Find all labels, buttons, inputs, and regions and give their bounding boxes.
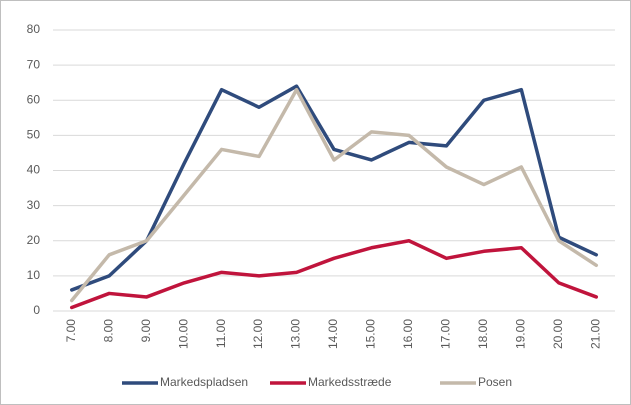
x-tick-label: 20.00 (551, 319, 565, 349)
x-tick-label: 21.00 (588, 319, 602, 349)
y-tick-label: 20 (27, 233, 41, 247)
x-tick-label: 16.00 (401, 319, 415, 349)
y-tick-label: 30 (27, 198, 41, 212)
y-tick-label: 0 (33, 303, 40, 317)
x-tick-label: 10.00 (176, 319, 190, 349)
y-tick-label: 10 (27, 268, 41, 282)
x-tick-label: 19.00 (514, 319, 528, 349)
x-tick-label: 7.00 (64, 319, 78, 343)
x-tick-label: 17.00 (439, 319, 453, 349)
x-tick-label: 11.00 (214, 319, 228, 348)
line-series (69, 84, 599, 292)
legend-label: Markedspladsen (160, 375, 248, 389)
x-tick-label: 15.00 (364, 319, 378, 349)
x-tick-label: 9.00 (139, 319, 153, 343)
x-tick-label: 8.00 (101, 319, 115, 343)
legend-label: Posen (478, 375, 512, 389)
y-tick-label: 80 (27, 22, 41, 36)
y-tick-label: 70 (27, 57, 41, 71)
y-tick-label: 40 (27, 163, 41, 177)
legend-label: Markedsstræde (308, 375, 392, 389)
line-series (69, 239, 599, 310)
y-tick-label: 50 (27, 128, 41, 142)
x-tick-label: 14.00 (326, 319, 340, 349)
line-series (69, 87, 599, 303)
x-tick-label: 13.00 (289, 319, 303, 349)
x-tick-label: 18.00 (476, 319, 490, 349)
x-tick-label: 12.00 (251, 319, 265, 349)
y-tick-label: 60 (27, 92, 41, 106)
